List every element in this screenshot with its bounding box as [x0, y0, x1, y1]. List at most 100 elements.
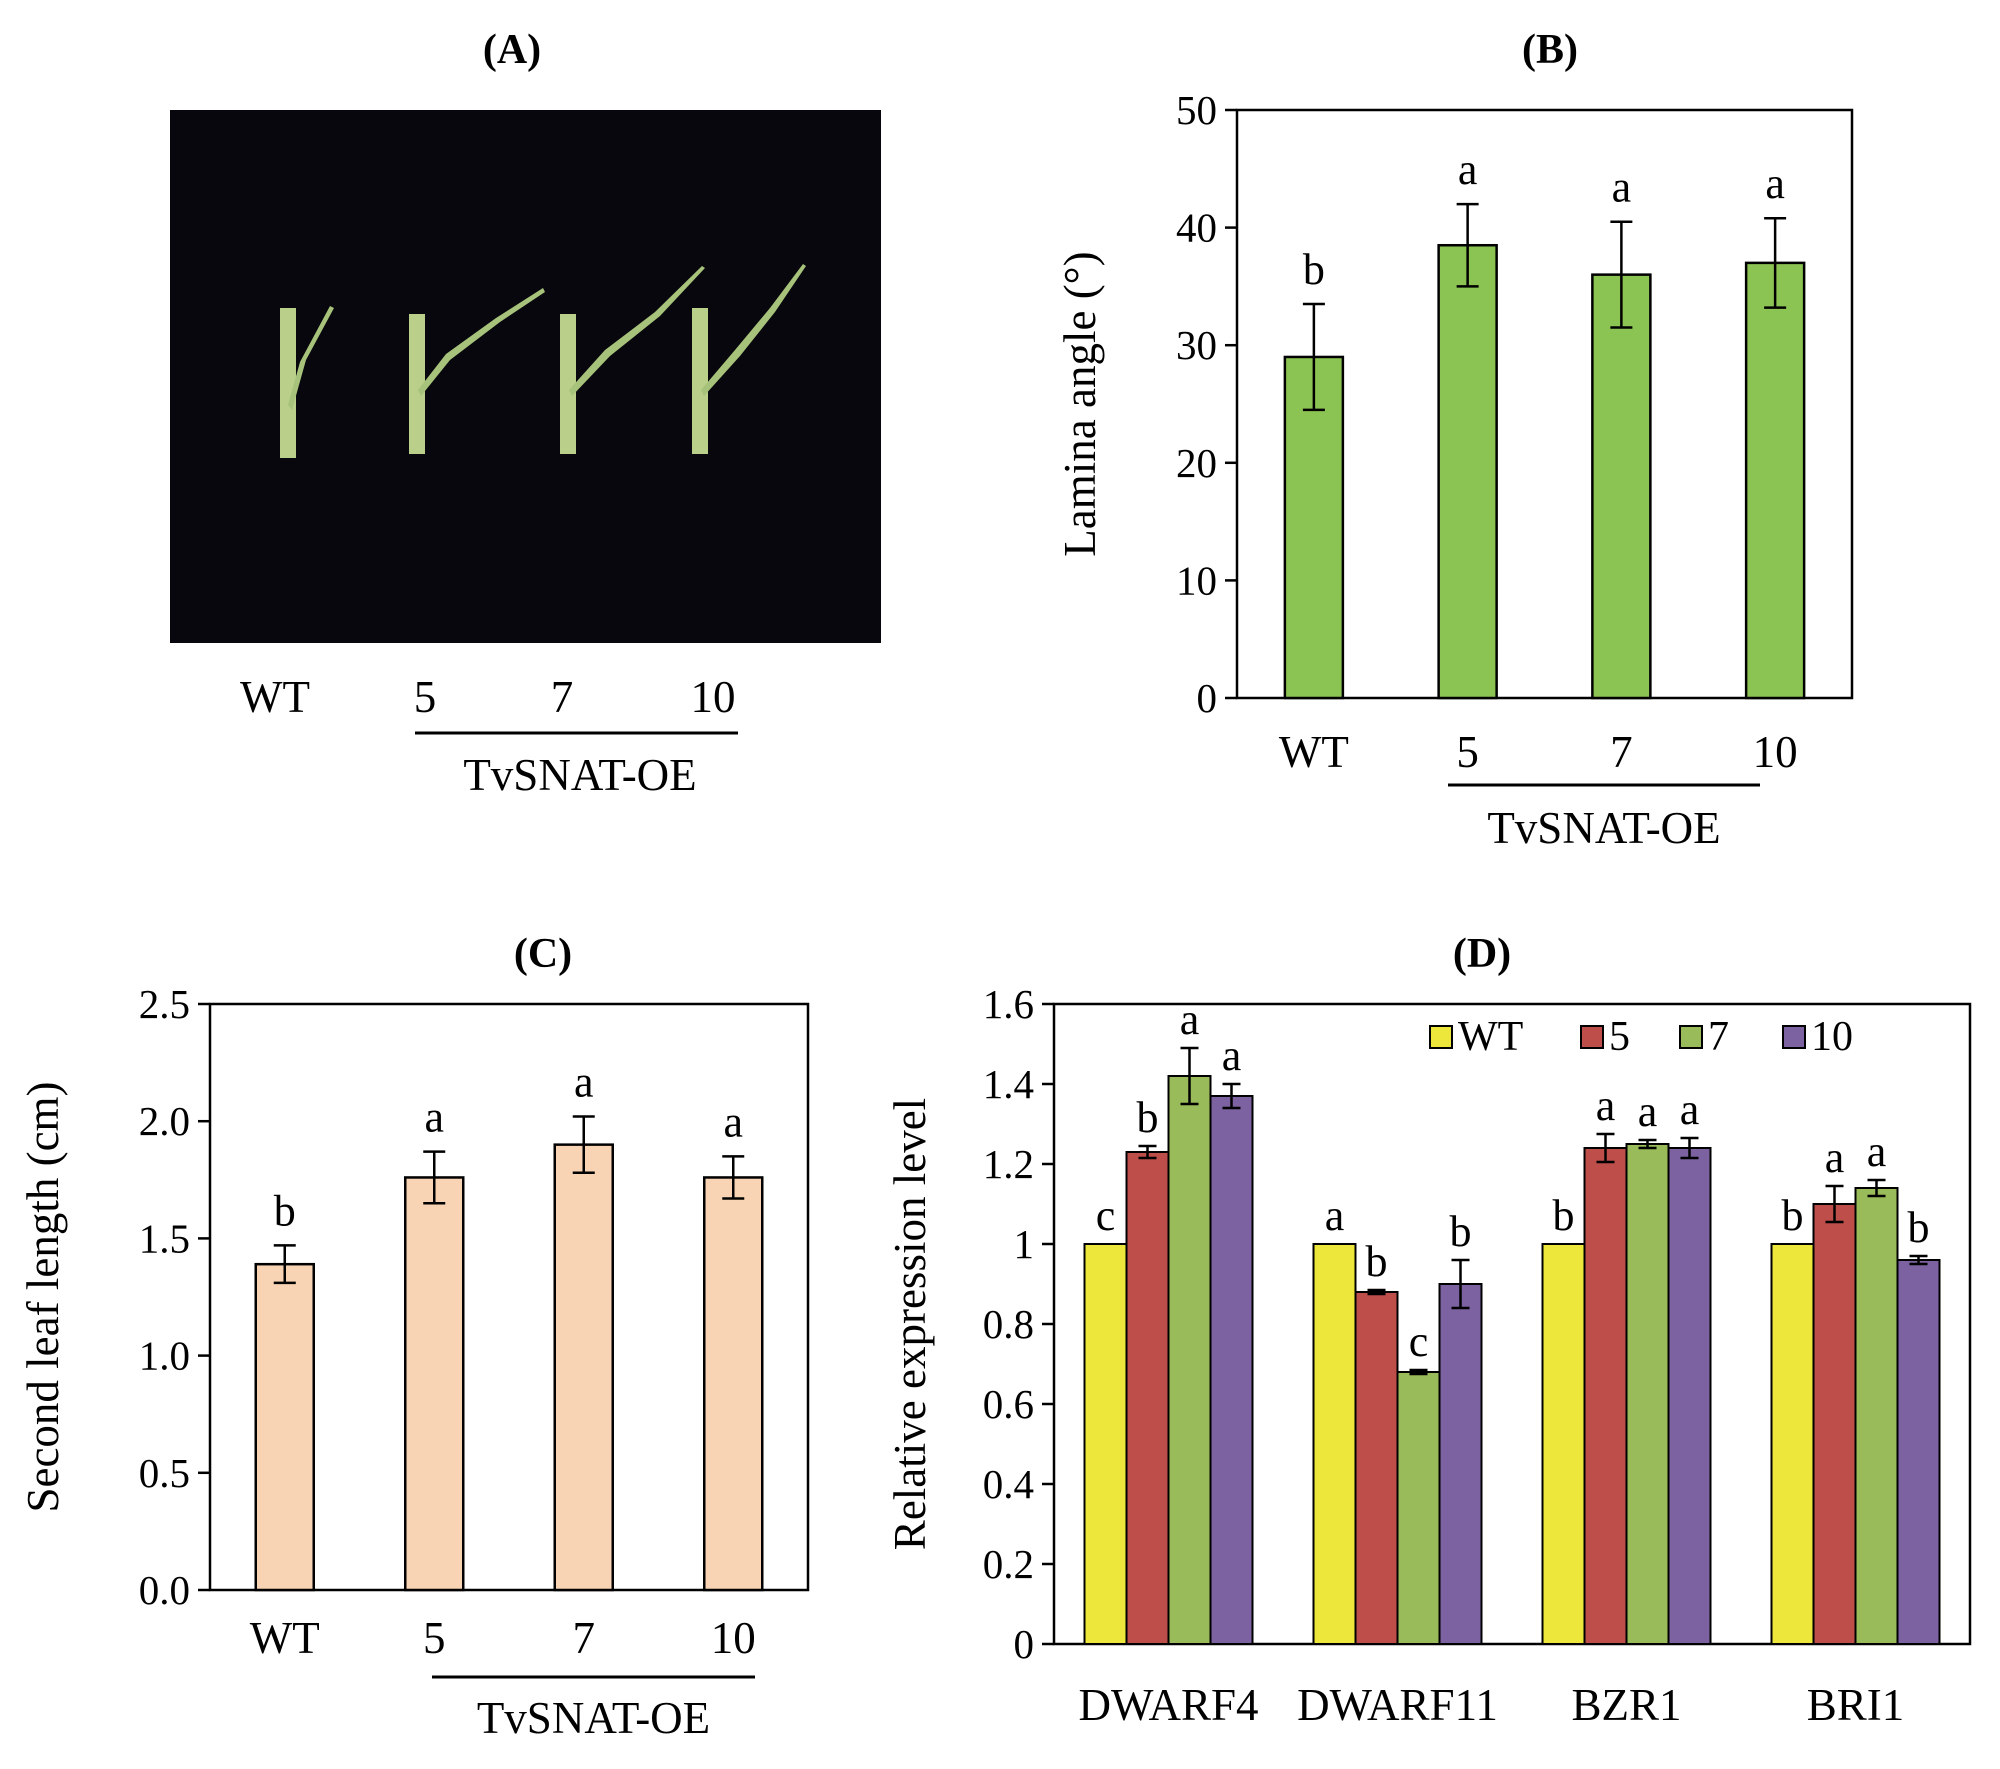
significance-letter: a: [1325, 1191, 1345, 1240]
significance-letter: a: [723, 1097, 743, 1146]
bar-5: [1437, 243, 1498, 700]
bar-5: [404, 1176, 465, 1592]
significance-letter: b: [1908, 1203, 1930, 1252]
x-tick-label: DWARF4: [1078, 1680, 1258, 1730]
bar-7: [553, 1143, 614, 1592]
y-tick-label: 10: [1176, 557, 1217, 603]
plot-frame: [208, 1002, 810, 1592]
panel-b: (B) 0 10 20 30 40 50 Lamina angle (°) b WT a 5 a 7 a 10…: [1055, 27, 1854, 853]
y-tick-label: 2.0: [139, 1098, 190, 1144]
y-tick-label: 1.4: [983, 1061, 1034, 1107]
significance-letter: b: [1366, 1237, 1388, 1286]
significance-letter: a: [1458, 145, 1478, 194]
x-tick-label: 5: [1456, 727, 1479, 777]
y-tick-label: 30: [1176, 322, 1217, 368]
panel-a-title: (A): [483, 27, 541, 73]
bar-dwarf11-wt: [1312, 1243, 1357, 1645]
y-tick-label: 0: [1014, 1621, 1035, 1667]
bar-bzr1-wt: [1541, 1243, 1586, 1645]
significance-letter: a: [1612, 163, 1632, 212]
significance-letter: a: [424, 1093, 444, 1142]
bar-bri1-7: [1854, 1187, 1899, 1645]
significance-letter: a: [1765, 159, 1785, 208]
plot-frame: [1235, 108, 1854, 700]
photo-label-7: 7: [551, 672, 574, 722]
photo-label-10: 10: [691, 672, 736, 722]
y-tick-label: 1.6: [983, 981, 1034, 1027]
bar-dwarf4-7: [1167, 1075, 1212, 1645]
significance-letter: a: [1680, 1085, 1700, 1134]
y-axis-label: Lamina angle (°): [1055, 251, 1105, 556]
legend-label: 10: [1811, 1014, 1853, 1060]
significance-letter: a: [574, 1058, 594, 1107]
bar-7: [1591, 273, 1652, 700]
significance-letter: a: [1825, 1133, 1845, 1182]
y-tick-label: 0.4: [983, 1461, 1034, 1507]
y-tick-label: 0.0: [139, 1567, 190, 1613]
x-tick-label: 7: [573, 1613, 596, 1663]
photo-label-wt: WT: [240, 672, 310, 722]
significance-letter: b: [274, 1186, 296, 1235]
photo-label-5: 5: [414, 672, 437, 722]
bar-bzr1-7: [1625, 1143, 1670, 1645]
x-tick-label: DWARF11: [1297, 1680, 1498, 1730]
legend-swatch: [1580, 1025, 1604, 1049]
bar-wt: [254, 1262, 315, 1592]
significance-letter: b: [1137, 1093, 1159, 1142]
bar-bri1-10: [1896, 1259, 1941, 1645]
group-label: TvSNAT-OE: [1487, 803, 1720, 853]
y-axis-label: Relative expression level: [885, 1098, 935, 1550]
significance-letter: c: [1096, 1191, 1116, 1240]
seedling-5: [409, 288, 545, 454]
x-tick-label: 10: [711, 1613, 756, 1663]
x-tick-label: BRI1: [1807, 1680, 1905, 1730]
chart-title: (C): [514, 931, 572, 977]
legend-swatch: [1429, 1025, 1453, 1049]
legend: WT 5 7 10: [1429, 1014, 1853, 1060]
y-tick-label: 1.0: [139, 1333, 190, 1379]
y-tick-label: 1.2: [983, 1141, 1034, 1187]
significance-letter: b: [1303, 245, 1325, 294]
significance-letter: a: [1222, 1031, 1242, 1080]
y-tick-label: 20: [1176, 440, 1217, 486]
bar-bzr1-5: [1583, 1147, 1628, 1645]
group-label: TvSNAT-OE: [477, 1693, 710, 1743]
seedling-10: [692, 264, 806, 454]
bar-bzr1-10: [1667, 1147, 1712, 1645]
x-tick-label: WT: [1279, 727, 1349, 777]
legend-label: 5: [1609, 1014, 1630, 1060]
x-tick-label: WT: [250, 1613, 320, 1663]
chart-title: (B): [1522, 27, 1578, 73]
bar-10: [703, 1176, 764, 1592]
x-tick-label: BZR1: [1571, 1680, 1681, 1730]
significance-letter: a: [1180, 995, 1200, 1044]
x-tick-label: 7: [1610, 727, 1633, 777]
y-tick-label: 50: [1176, 87, 1217, 133]
significance-letter: c: [1409, 1317, 1429, 1366]
significance-letter: a: [1596, 1081, 1616, 1130]
photo-background: [170, 110, 881, 643]
bar-dwarf4-10: [1209, 1095, 1254, 1645]
panel-a: (A) WT 5 7: [170, 27, 881, 800]
bar-dwarf11-5: [1354, 1291, 1399, 1645]
legend-swatch: [1679, 1025, 1703, 1049]
significance-letter: a: [1867, 1127, 1887, 1176]
panel-d: (D) 0 0.2 0.4 0.6 0.8 1 1.2 1.4 1.6 Relative expre…: [885, 931, 1972, 1730]
x-tick-label: 10: [1753, 727, 1798, 777]
significance-letter: b: [1782, 1191, 1804, 1240]
y-tick-label: 0.6: [983, 1381, 1034, 1427]
bar-bri1-wt: [1770, 1243, 1815, 1645]
y-tick-label: 0.8: [983, 1301, 1034, 1347]
bar-dwarf11-10: [1438, 1283, 1483, 1645]
y-tick-label: 0: [1197, 675, 1218, 721]
seedling-photo: [170, 110, 881, 643]
panel-c: (C) 0.0 0.5 1.0 1.5 2.0 2.5 Second leaf length …: [18, 931, 810, 1743]
legend-label: 7: [1708, 1014, 1729, 1060]
y-tick-label: 2.5: [139, 981, 190, 1027]
legend-swatch: [1782, 1025, 1806, 1049]
seedling-7: [560, 266, 705, 454]
x-tick-label: 5: [423, 1613, 446, 1663]
bar-dwarf4-wt: [1083, 1243, 1128, 1645]
y-tick-label: 1: [1014, 1221, 1035, 1267]
